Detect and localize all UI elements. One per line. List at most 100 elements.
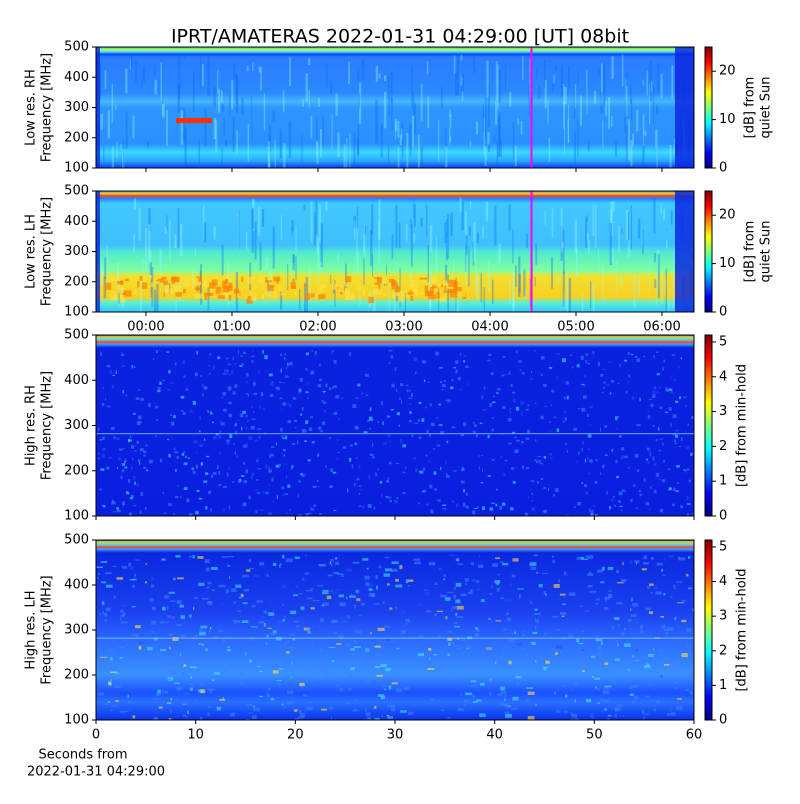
texture	[204, 559, 210, 563]
texture	[124, 460, 126, 463]
texture	[365, 648, 370, 653]
texture	[440, 431, 444, 435]
texture	[267, 146, 271, 168]
texture	[630, 614, 637, 617]
texture	[213, 435, 217, 440]
texture	[386, 415, 389, 418]
texture	[127, 694, 129, 698]
texture	[398, 294, 405, 302]
texture	[215, 433, 219, 436]
texture	[657, 254, 660, 299]
texture	[312, 600, 320, 602]
texture	[331, 386, 334, 389]
texture	[279, 563, 281, 568]
texture	[236, 293, 240, 298]
texture	[400, 610, 407, 614]
texture	[366, 567, 369, 570]
texture	[378, 199, 381, 240]
x-tick-label: 02:00	[299, 320, 336, 335]
texture	[455, 70, 458, 96]
colorbar-label: [dB] from	[743, 77, 758, 139]
texture	[667, 489, 671, 491]
texture	[129, 497, 133, 500]
texture	[655, 129, 658, 148]
texture	[294, 556, 300, 560]
texture	[487, 132, 490, 145]
texture	[251, 95, 253, 140]
texture	[660, 674, 663, 678]
texture	[566, 395, 569, 400]
texture	[442, 507, 447, 510]
texture	[294, 419, 298, 422]
texture	[225, 589, 230, 594]
y-axis-label: High res. RH	[24, 385, 39, 466]
texture	[132, 457, 134, 461]
texture	[508, 280, 511, 305]
texture	[222, 485, 227, 488]
texture	[177, 207, 180, 248]
texture	[301, 578, 305, 581]
spectrogram-image	[96, 540, 694, 720]
texture	[263, 407, 265, 410]
texture	[607, 590, 613, 592]
texture	[542, 572, 548, 575]
texture	[196, 489, 200, 492]
texture	[388, 362, 391, 364]
texture	[383, 442, 388, 445]
texture	[102, 610, 104, 615]
texture	[610, 210, 612, 220]
texture	[404, 466, 407, 470]
texture	[198, 497, 203, 500]
texture	[489, 678, 492, 681]
texture	[447, 637, 453, 641]
texture	[642, 114, 645, 146]
texture	[196, 350, 198, 355]
texture	[180, 223, 183, 257]
texture	[217, 88, 221, 113]
texture	[280, 353, 283, 356]
texture	[305, 708, 307, 712]
texture	[621, 489, 625, 492]
texture	[133, 289, 137, 296]
texture	[586, 69, 588, 88]
texture	[520, 441, 525, 444]
texture	[137, 415, 142, 420]
texture	[120, 295, 126, 303]
texture	[600, 63, 603, 105]
texture	[370, 632, 372, 635]
texture	[673, 487, 676, 492]
texture	[411, 393, 413, 397]
texture	[213, 117, 217, 140]
texture	[524, 289, 527, 299]
texture	[176, 118, 212, 124]
texture	[655, 438, 658, 442]
texture	[105, 607, 111, 612]
texture	[605, 101, 608, 117]
texture	[349, 352, 351, 356]
texture	[643, 555, 648, 560]
texture	[206, 292, 214, 297]
texture	[210, 627, 212, 630]
texture	[630, 84, 632, 105]
texture	[223, 373, 227, 375]
texture	[180, 495, 182, 498]
texture	[386, 653, 391, 656]
texture	[349, 457, 352, 462]
texture	[175, 284, 177, 312]
texture	[345, 276, 352, 283]
texture	[455, 558, 460, 562]
texture	[368, 296, 375, 304]
texture	[621, 509, 623, 511]
texture	[656, 391, 659, 394]
texture	[285, 558, 293, 563]
texture	[445, 460, 447, 465]
texture	[562, 271, 565, 307]
texture	[440, 284, 443, 288]
texture	[322, 589, 329, 593]
texture	[201, 64, 204, 86]
texture	[335, 678, 337, 682]
texture	[354, 442, 357, 446]
texture	[480, 272, 483, 303]
texture	[627, 352, 630, 355]
texture	[585, 491, 589, 495]
